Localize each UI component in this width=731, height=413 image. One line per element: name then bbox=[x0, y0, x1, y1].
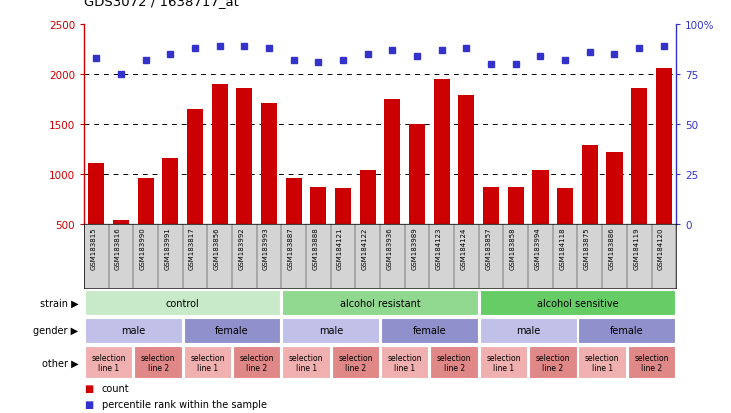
Bar bbox=[282, 318, 379, 343]
Text: GSM184119: GSM184119 bbox=[633, 227, 639, 269]
Bar bbox=[381, 318, 478, 343]
Text: GSM183990: GSM183990 bbox=[140, 227, 145, 269]
Bar bbox=[578, 346, 626, 379]
Text: female: female bbox=[413, 325, 446, 336]
Text: selection
line 2: selection line 2 bbox=[635, 353, 669, 372]
Text: female: female bbox=[216, 325, 249, 336]
Text: selection
line 2: selection line 2 bbox=[437, 353, 471, 372]
Text: selection
line 1: selection line 1 bbox=[387, 353, 422, 372]
Bar bbox=[582, 146, 598, 225]
Text: selection
line 1: selection line 1 bbox=[289, 353, 323, 372]
Bar bbox=[656, 69, 672, 225]
Bar bbox=[480, 346, 527, 379]
Text: alcohol sensitive: alcohol sensitive bbox=[537, 298, 618, 308]
Bar bbox=[282, 346, 330, 379]
Text: selection
line 2: selection line 2 bbox=[240, 353, 274, 372]
Text: GSM183887: GSM183887 bbox=[288, 227, 294, 269]
Bar bbox=[557, 189, 573, 225]
Text: male: male bbox=[319, 325, 343, 336]
Text: selection
line 1: selection line 1 bbox=[190, 353, 224, 372]
Text: GSM183991: GSM183991 bbox=[164, 227, 170, 269]
Bar bbox=[607, 153, 623, 225]
Bar bbox=[483, 188, 499, 225]
Bar bbox=[480, 291, 675, 315]
Text: selection
line 1: selection line 1 bbox=[486, 353, 520, 372]
Text: GSM184118: GSM184118 bbox=[559, 227, 565, 269]
Text: female: female bbox=[610, 325, 643, 336]
Bar bbox=[628, 346, 675, 379]
Bar bbox=[233, 346, 281, 379]
Bar bbox=[381, 346, 428, 379]
Bar bbox=[335, 189, 351, 225]
Text: ■: ■ bbox=[84, 399, 94, 409]
Bar bbox=[113, 221, 129, 225]
Bar bbox=[88, 164, 105, 225]
Bar bbox=[135, 346, 182, 379]
Text: GSM183993: GSM183993 bbox=[263, 227, 269, 269]
Text: ■: ■ bbox=[84, 383, 94, 393]
Text: male: male bbox=[121, 325, 145, 336]
Text: GSM184124: GSM184124 bbox=[461, 227, 466, 269]
Bar bbox=[85, 318, 182, 343]
Bar bbox=[85, 346, 132, 379]
Bar bbox=[85, 291, 281, 315]
Text: GSM183888: GSM183888 bbox=[312, 227, 319, 269]
Text: control: control bbox=[166, 298, 200, 308]
Bar bbox=[578, 318, 675, 343]
Bar bbox=[137, 179, 154, 225]
Bar bbox=[286, 179, 302, 225]
Bar bbox=[187, 110, 203, 225]
Text: selection
line 2: selection line 2 bbox=[141, 353, 175, 372]
Bar bbox=[236, 89, 252, 225]
Bar bbox=[162, 159, 178, 225]
Text: male: male bbox=[516, 325, 540, 336]
Text: selection
line 2: selection line 2 bbox=[536, 353, 570, 372]
Text: GSM183815: GSM183815 bbox=[91, 227, 96, 269]
Bar bbox=[480, 318, 577, 343]
Text: percentile rank within the sample: percentile rank within the sample bbox=[102, 399, 267, 409]
Text: GSM184122: GSM184122 bbox=[362, 227, 368, 269]
Bar bbox=[282, 291, 478, 315]
Bar bbox=[385, 100, 401, 225]
Bar bbox=[431, 346, 478, 379]
Text: GSM183816: GSM183816 bbox=[115, 227, 121, 269]
Text: gender ▶: gender ▶ bbox=[33, 325, 78, 336]
Bar bbox=[183, 318, 281, 343]
Bar bbox=[433, 80, 450, 225]
Text: count: count bbox=[102, 383, 129, 393]
Text: GSM183857: GSM183857 bbox=[485, 227, 491, 269]
Text: GSM183989: GSM183989 bbox=[411, 227, 417, 269]
Bar bbox=[332, 346, 379, 379]
Text: GSM183875: GSM183875 bbox=[584, 227, 590, 269]
Text: GSM183992: GSM183992 bbox=[238, 227, 244, 269]
Text: GDS3072 / 1638717_at: GDS3072 / 1638717_at bbox=[84, 0, 239, 8]
Text: GSM183858: GSM183858 bbox=[510, 227, 516, 269]
Bar bbox=[409, 125, 425, 225]
Text: GSM184120: GSM184120 bbox=[658, 227, 664, 269]
Text: GSM183994: GSM183994 bbox=[534, 227, 540, 269]
Bar bbox=[360, 171, 376, 225]
Text: other ▶: other ▶ bbox=[42, 357, 78, 368]
Bar bbox=[631, 89, 647, 225]
Text: GSM184123: GSM184123 bbox=[436, 227, 442, 269]
Text: GSM183817: GSM183817 bbox=[189, 227, 195, 269]
Bar bbox=[183, 346, 231, 379]
Bar bbox=[508, 188, 524, 225]
Bar bbox=[458, 96, 474, 225]
Text: strain ▶: strain ▶ bbox=[39, 298, 78, 308]
Bar bbox=[261, 104, 277, 225]
Text: GSM183936: GSM183936 bbox=[387, 227, 393, 269]
Bar bbox=[529, 346, 577, 379]
Bar bbox=[311, 188, 327, 225]
Text: selection
line 2: selection line 2 bbox=[338, 353, 373, 372]
Bar bbox=[212, 85, 228, 225]
Text: alcohol resistant: alcohol resistant bbox=[340, 298, 420, 308]
Text: selection
line 1: selection line 1 bbox=[585, 353, 619, 372]
Text: GSM184121: GSM184121 bbox=[337, 227, 343, 269]
Bar bbox=[532, 171, 548, 225]
Text: GSM183886: GSM183886 bbox=[608, 227, 615, 269]
Text: selection
line 1: selection line 1 bbox=[91, 353, 126, 372]
Text: GSM183856: GSM183856 bbox=[213, 227, 220, 269]
